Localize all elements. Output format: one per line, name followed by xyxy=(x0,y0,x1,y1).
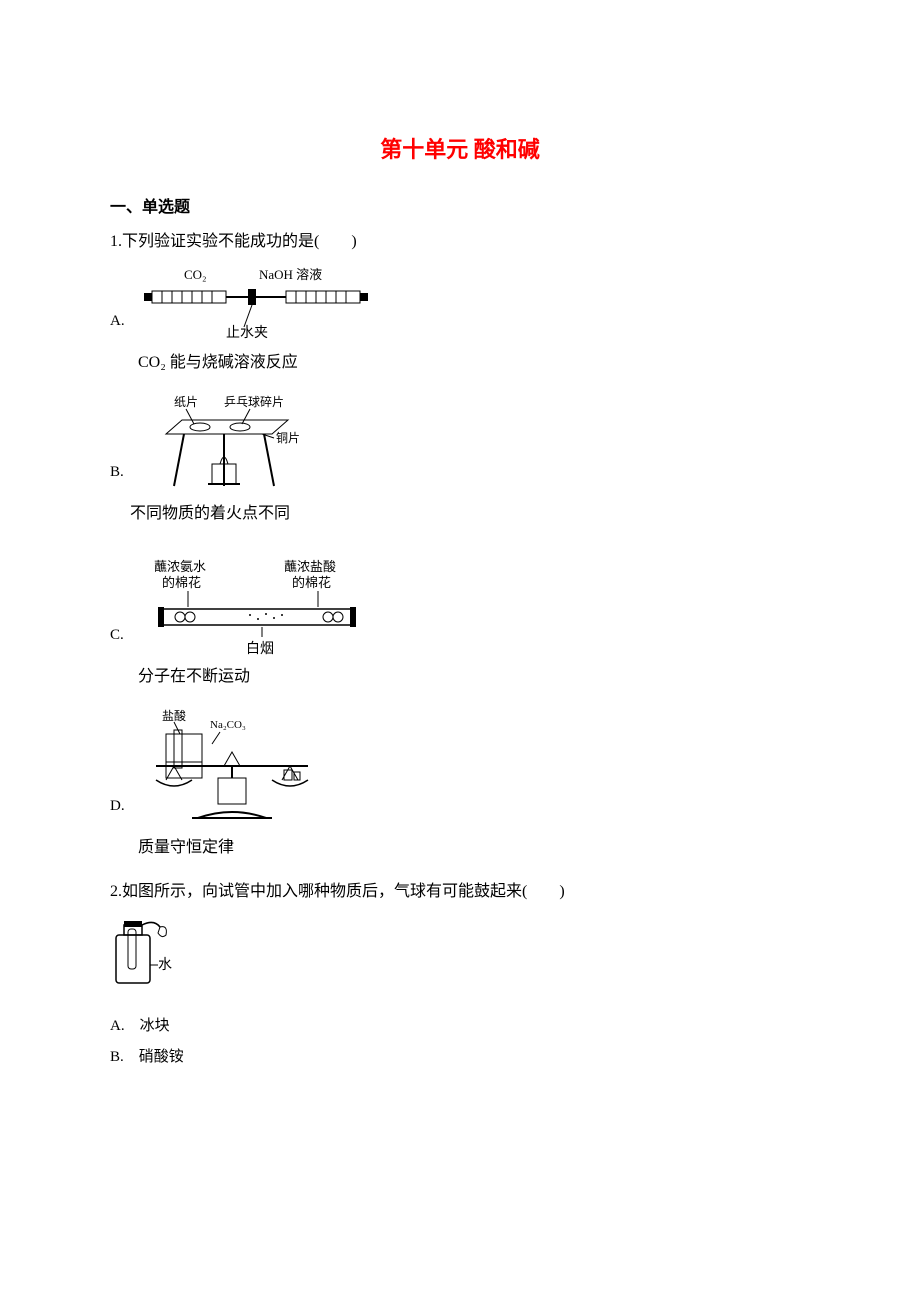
q2-text: 2.如图所示，向试管中加入哪种物质后，气球有可能鼓起来( ) xyxy=(110,878,810,907)
q1-option-c: C. 蘸浓氨水 的棉花 蘸浓盐酸 的棉花 白烟 xyxy=(110,557,810,657)
page-title: 第十单元 酸和碱 xyxy=(110,130,810,170)
q1-a-caption: CO₂ 能与烧碱溶液反应 xyxy=(138,349,810,378)
q1-option-d: D. 盐酸 Na₂CO₃ xyxy=(110,708,810,828)
q2-diagram: 水 xyxy=(110,917,810,995)
q1-text: 1.下列验证实验不能成功的是( ) xyxy=(110,228,810,257)
q1-b-caption: 不同物质的着火点不同 xyxy=(130,500,810,529)
option-letter-a: A. xyxy=(110,308,130,343)
q1-c-smoke-label: 白烟 xyxy=(246,641,274,657)
q1-b-pingpong-label: 乒乓球碎片 xyxy=(224,394,284,409)
q1-a-naoh-label: NaOH 溶液 xyxy=(259,267,322,282)
q1-b-diagram: 纸片 乒乓球碎片 铜片 xyxy=(144,394,334,494)
q2-water-label: 水 xyxy=(158,957,172,973)
q1-c-hcl-l1: 蘸浓盐酸 xyxy=(284,559,336,574)
q1-c-nh3-l2: 的棉花 xyxy=(162,575,201,590)
q1-option-a: A. CO₂ NaOH 溶液 xyxy=(110,265,810,343)
q1-d-na2co3-label: Na₂CO₃ xyxy=(210,719,246,731)
option-letter-b: B. xyxy=(110,459,130,494)
option-letter-d: D. xyxy=(110,793,130,828)
q1-option-b: B. 纸片 乒乓球碎片 铜片 xyxy=(110,394,810,494)
option-letter-c: C. xyxy=(110,622,130,657)
q1-c-diagram: 蘸浓氨水 的棉花 蘸浓盐酸 的棉花 白烟 xyxy=(144,557,374,657)
section-heading: 一、单选题 xyxy=(110,194,810,223)
q1-b-copper-label: 铜片 xyxy=(276,430,300,445)
q1-d-hcl-label: 盐酸 xyxy=(162,708,186,723)
q1-a-clamp-label: 止水夹 xyxy=(226,325,268,341)
q1-c-nh3-l1: 蘸浓氨水 xyxy=(154,559,206,574)
q2-option-a: A. 冰块 xyxy=(110,1013,810,1040)
q1-d-diagram: 盐酸 Na₂CO₃ xyxy=(144,708,324,828)
q1-a-diagram: CO₂ NaOH 溶液 止水夹 xyxy=(144,265,374,343)
q2-option-b: B. 硝酸铵 xyxy=(110,1044,810,1071)
q1-d-caption: 质量守恒定律 xyxy=(138,834,810,863)
q1-c-hcl-l2: 的棉花 xyxy=(292,575,331,590)
q1-c-caption: 分子在不断运动 xyxy=(138,663,810,692)
q1-a-co2-label: CO₂ xyxy=(184,267,207,282)
q1-b-paper-label: 纸片 xyxy=(174,395,198,409)
